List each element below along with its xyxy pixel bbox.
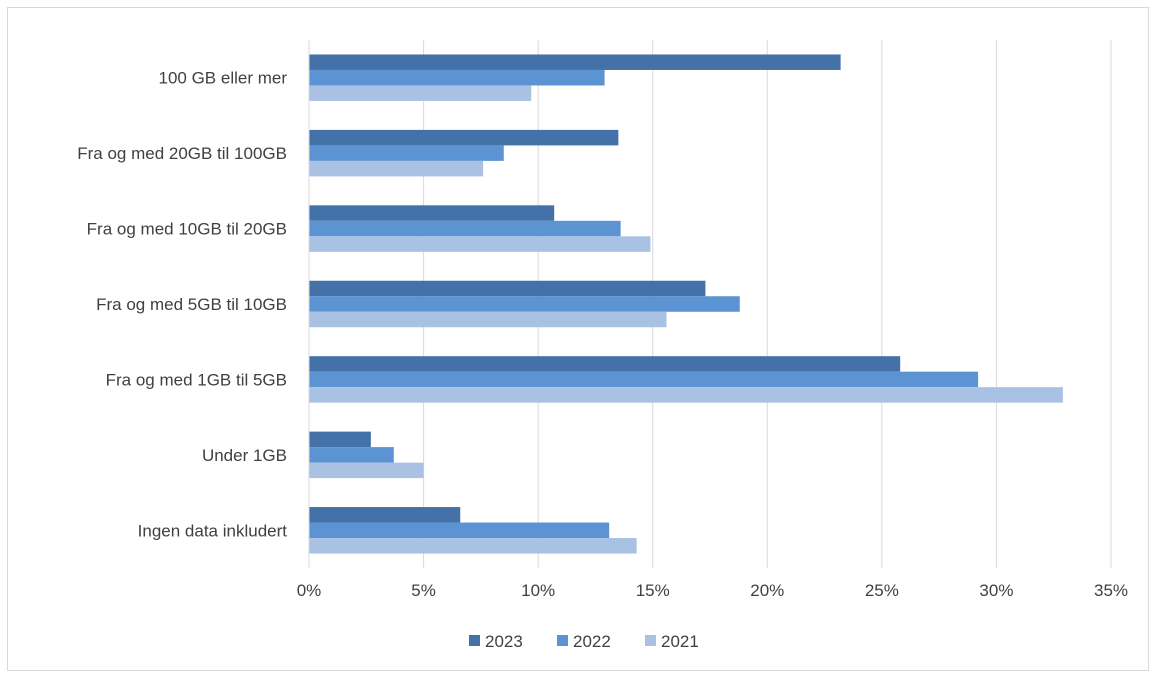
category-label: Ingen data inkludert xyxy=(138,521,288,540)
x-tick-label: 0% xyxy=(297,581,322,600)
x-tick-label: 5% xyxy=(411,581,436,600)
category-label: 100 GB eller mer xyxy=(159,69,288,88)
category-label: Fra og med 5GB til 10GB xyxy=(96,295,287,314)
bar-2022-ingen-data-inkludert xyxy=(309,522,610,539)
x-tick-labels: 0% 5% 10% 15% 20% 25% 30% 35% xyxy=(297,581,1128,600)
bar-2021-fra-og-med-1gb-til-5gb xyxy=(309,387,1063,403)
legend-label-2021: 2021 xyxy=(661,632,699,651)
bar-2021-under-1gb xyxy=(309,462,424,479)
bar-2021-ingen-data-inkludert xyxy=(309,538,637,554)
bar-2022-100-gb-eller-mer xyxy=(309,69,605,86)
bar-2023-under-1gb xyxy=(309,431,371,448)
legend-swatch-2022 xyxy=(557,635,568,646)
x-tick-label: 20% xyxy=(750,581,784,600)
legend: 2023 2022 2021 xyxy=(469,632,699,651)
bar-2021-fra-og-med-20gb-til-100gb xyxy=(309,160,484,177)
chart-frame xyxy=(7,7,1149,671)
bar-2022-under-1gb xyxy=(309,447,394,463)
bar-2022-fra-og-med-1gb-til-5gb xyxy=(309,371,979,388)
x-tick-label: 35% xyxy=(1094,581,1128,600)
bar-2022-fra-og-med-20gb-til-100gb xyxy=(309,145,504,161)
bar-2023-ingen-data-inkludert xyxy=(309,507,461,523)
category-label: Fra og med 10GB til 20GB xyxy=(87,220,287,239)
category-label: Under 1GB xyxy=(202,446,287,465)
bar-2023-fra-og-med-10gb-til-20gb xyxy=(309,205,555,221)
bar-2022-fra-og-med-10gb-til-20gb xyxy=(309,220,621,237)
legend-label-2023: 2023 xyxy=(485,632,523,651)
bar-2021-fra-og-med-10gb-til-20gb xyxy=(309,236,651,252)
grid-lines xyxy=(423,40,1112,568)
bar-2023-fra-og-med-1gb-til-5gb xyxy=(309,356,901,372)
bars xyxy=(309,54,1063,554)
bar-2021-fra-og-med-5gb-til-10gb xyxy=(309,311,667,328)
legend-swatch-2023 xyxy=(469,635,480,646)
category-label: Fra og med 20GB til 100GB xyxy=(77,144,287,163)
bar-2021-100-gb-eller-mer xyxy=(309,85,532,101)
legend-swatch-2021 xyxy=(645,635,656,646)
x-tick-label: 15% xyxy=(636,581,670,600)
x-tick-label: 25% xyxy=(865,581,899,600)
legend-label-2022: 2022 xyxy=(573,632,611,651)
bar-2023-fra-og-med-5gb-til-10gb xyxy=(309,280,706,297)
category-label: Fra og med 1GB til 5GB xyxy=(106,370,287,389)
category-labels: 100 GB eller mer Fra og med 20GB til 100G… xyxy=(77,69,287,541)
bar-2022-fra-og-med-5gb-til-10gb xyxy=(309,296,740,312)
x-tick-label: 10% xyxy=(521,581,555,600)
bar-2023-fra-og-med-20gb-til-100gb xyxy=(309,129,619,146)
x-tick-label: 30% xyxy=(979,581,1013,600)
bar-2023-100-gb-eller-mer xyxy=(309,54,841,70)
